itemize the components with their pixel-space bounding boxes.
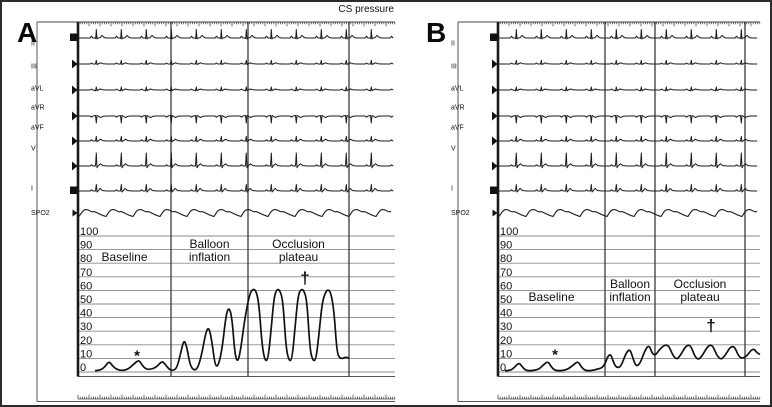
lead-label-I: I [451, 186, 453, 193]
ecg-trace-II [499, 29, 757, 40]
pressure-tick-label: 80 [80, 253, 92, 265]
asterisk-marker: * [134, 347, 140, 364]
pressure-tick-label: 0 [80, 362, 86, 374]
trace-start-arrow-icon [72, 209, 78, 217]
ecg-trace-aVR [499, 114, 757, 124]
pressure-tick-label: 70 [500, 267, 512, 279]
phase-label: inflation [189, 250, 230, 264]
pressure-tick-label: 30 [80, 321, 92, 333]
pressure-tick-label: 100 [500, 226, 518, 238]
pressure-tick-label: 10 [500, 348, 512, 360]
trace-start-arrow-icon [72, 136, 78, 146]
trace-start-arrow-icon [72, 85, 78, 95]
ecg-trace-aVF [79, 136, 394, 143]
spo2-label: SPO2 [31, 210, 50, 217]
dagger-marker: † [300, 269, 309, 288]
phase-label: Baseline [101, 250, 147, 264]
pressure-tick-label: 60 [500, 280, 512, 292]
lead-label-II: II [451, 41, 455, 48]
asterisk-marker: * [552, 347, 558, 364]
panel-b-letter: B [426, 17, 446, 48]
trace-start-square-icon [70, 186, 78, 194]
trace-start-square-icon [70, 33, 78, 41]
lead-label-aVR: aVR [31, 105, 45, 112]
pressure-tick-label: 20 [80, 335, 92, 347]
ecg-trace-V [499, 152, 757, 169]
lead-label-aVF: aVF [31, 125, 44, 132]
trace-start-square-icon [490, 33, 498, 41]
phase-label: Occlusion [674, 277, 727, 291]
panel-A: 1009080706050403020100IIIIIaVLaVRaVFVISP… [31, 21, 396, 402]
trace-start-arrow-icon [492, 209, 498, 217]
cs-pressure-label: CS pressure [338, 4, 394, 15]
phase-label: plateau [680, 290, 719, 304]
lead-label-I: I [31, 186, 33, 193]
lead-label-aVF: aVF [451, 125, 464, 132]
lead-label-aVL: aVL [451, 86, 464, 93]
pressure-tick-label: 50 [80, 294, 92, 306]
pressure-tick-label: 70 [80, 267, 92, 279]
pressure-tick-label: 40 [500, 308, 512, 320]
phase-label: Baseline [528, 290, 574, 304]
phase-label: inflation [609, 290, 650, 304]
trace-start-arrow-icon [72, 161, 78, 171]
pressure-tick-label: 0 [500, 362, 506, 374]
pressure-tick-label: 10 [80, 348, 92, 360]
phase-label: plateau [279, 250, 318, 264]
trace-start-arrow-icon [492, 59, 498, 69]
time-ruler-top [77, 22, 396, 27]
phase-label: Balloon [189, 237, 229, 251]
pressure-tick-label: 40 [80, 308, 92, 320]
time-ruler-bottom [77, 394, 396, 399]
spo2-label: SPO2 [451, 210, 470, 217]
cs-pressure-trace [94, 288, 350, 372]
spo2-trace [78, 209, 392, 218]
ecg-trace-V [79, 152, 394, 169]
pressure-tick-label: 90 [500, 240, 512, 252]
lead-label-V: V [31, 146, 36, 153]
ecg-trace-I [79, 184, 394, 193]
lead-label-III: III [31, 64, 37, 71]
ecg-trace-II [79, 29, 394, 40]
lead-label-II: II [31, 41, 35, 48]
cs-pressure-trace [504, 344, 761, 372]
pressure-tick-label: 60 [80, 280, 92, 292]
trace-start-arrow-icon [492, 161, 498, 171]
lead-label-V: V [451, 146, 456, 153]
spo2-trace [498, 209, 758, 218]
ecg-trace-aVR [79, 114, 394, 124]
pressure-tick-label: 30 [500, 321, 512, 333]
pressure-tick-label: 100 [80, 226, 98, 238]
trace-start-arrow-icon [492, 85, 498, 95]
phase-label: Balloon [610, 277, 650, 291]
ecg-trace-I [499, 184, 757, 193]
pressure-tick-label: 80 [500, 253, 512, 265]
panel-B: 1009080706050403020100IIIIIaVLaVRaVFVISP… [451, 21, 761, 402]
trace-start-square-icon [490, 186, 498, 194]
trace-start-arrow-icon [72, 111, 78, 121]
pressure-tick-label: 90 [80, 240, 92, 252]
ecg-trace-III [79, 59, 394, 65]
lead-label-aVL: aVL [31, 86, 44, 93]
lead-label-aVR: aVR [451, 105, 465, 112]
pressure-tick-label: 50 [500, 294, 512, 306]
trace-start-arrow-icon [72, 59, 78, 69]
dagger-marker: † [706, 316, 715, 335]
lead-label-III: III [451, 64, 457, 71]
ecg-trace-III [499, 59, 757, 65]
ecg-trace-aVL [499, 86, 757, 92]
ecg-trace-aVL [79, 86, 394, 92]
phase-label: Occlusion [272, 237, 325, 251]
trace-start-arrow-icon [492, 111, 498, 121]
panel-a-letter: A [17, 17, 37, 48]
pressure-tick-label: 20 [500, 335, 512, 347]
time-ruler-bottom [497, 394, 761, 399]
ecg-trace-aVF [499, 136, 757, 143]
trace-start-arrow-icon [492, 136, 498, 146]
time-ruler-top [497, 22, 761, 27]
